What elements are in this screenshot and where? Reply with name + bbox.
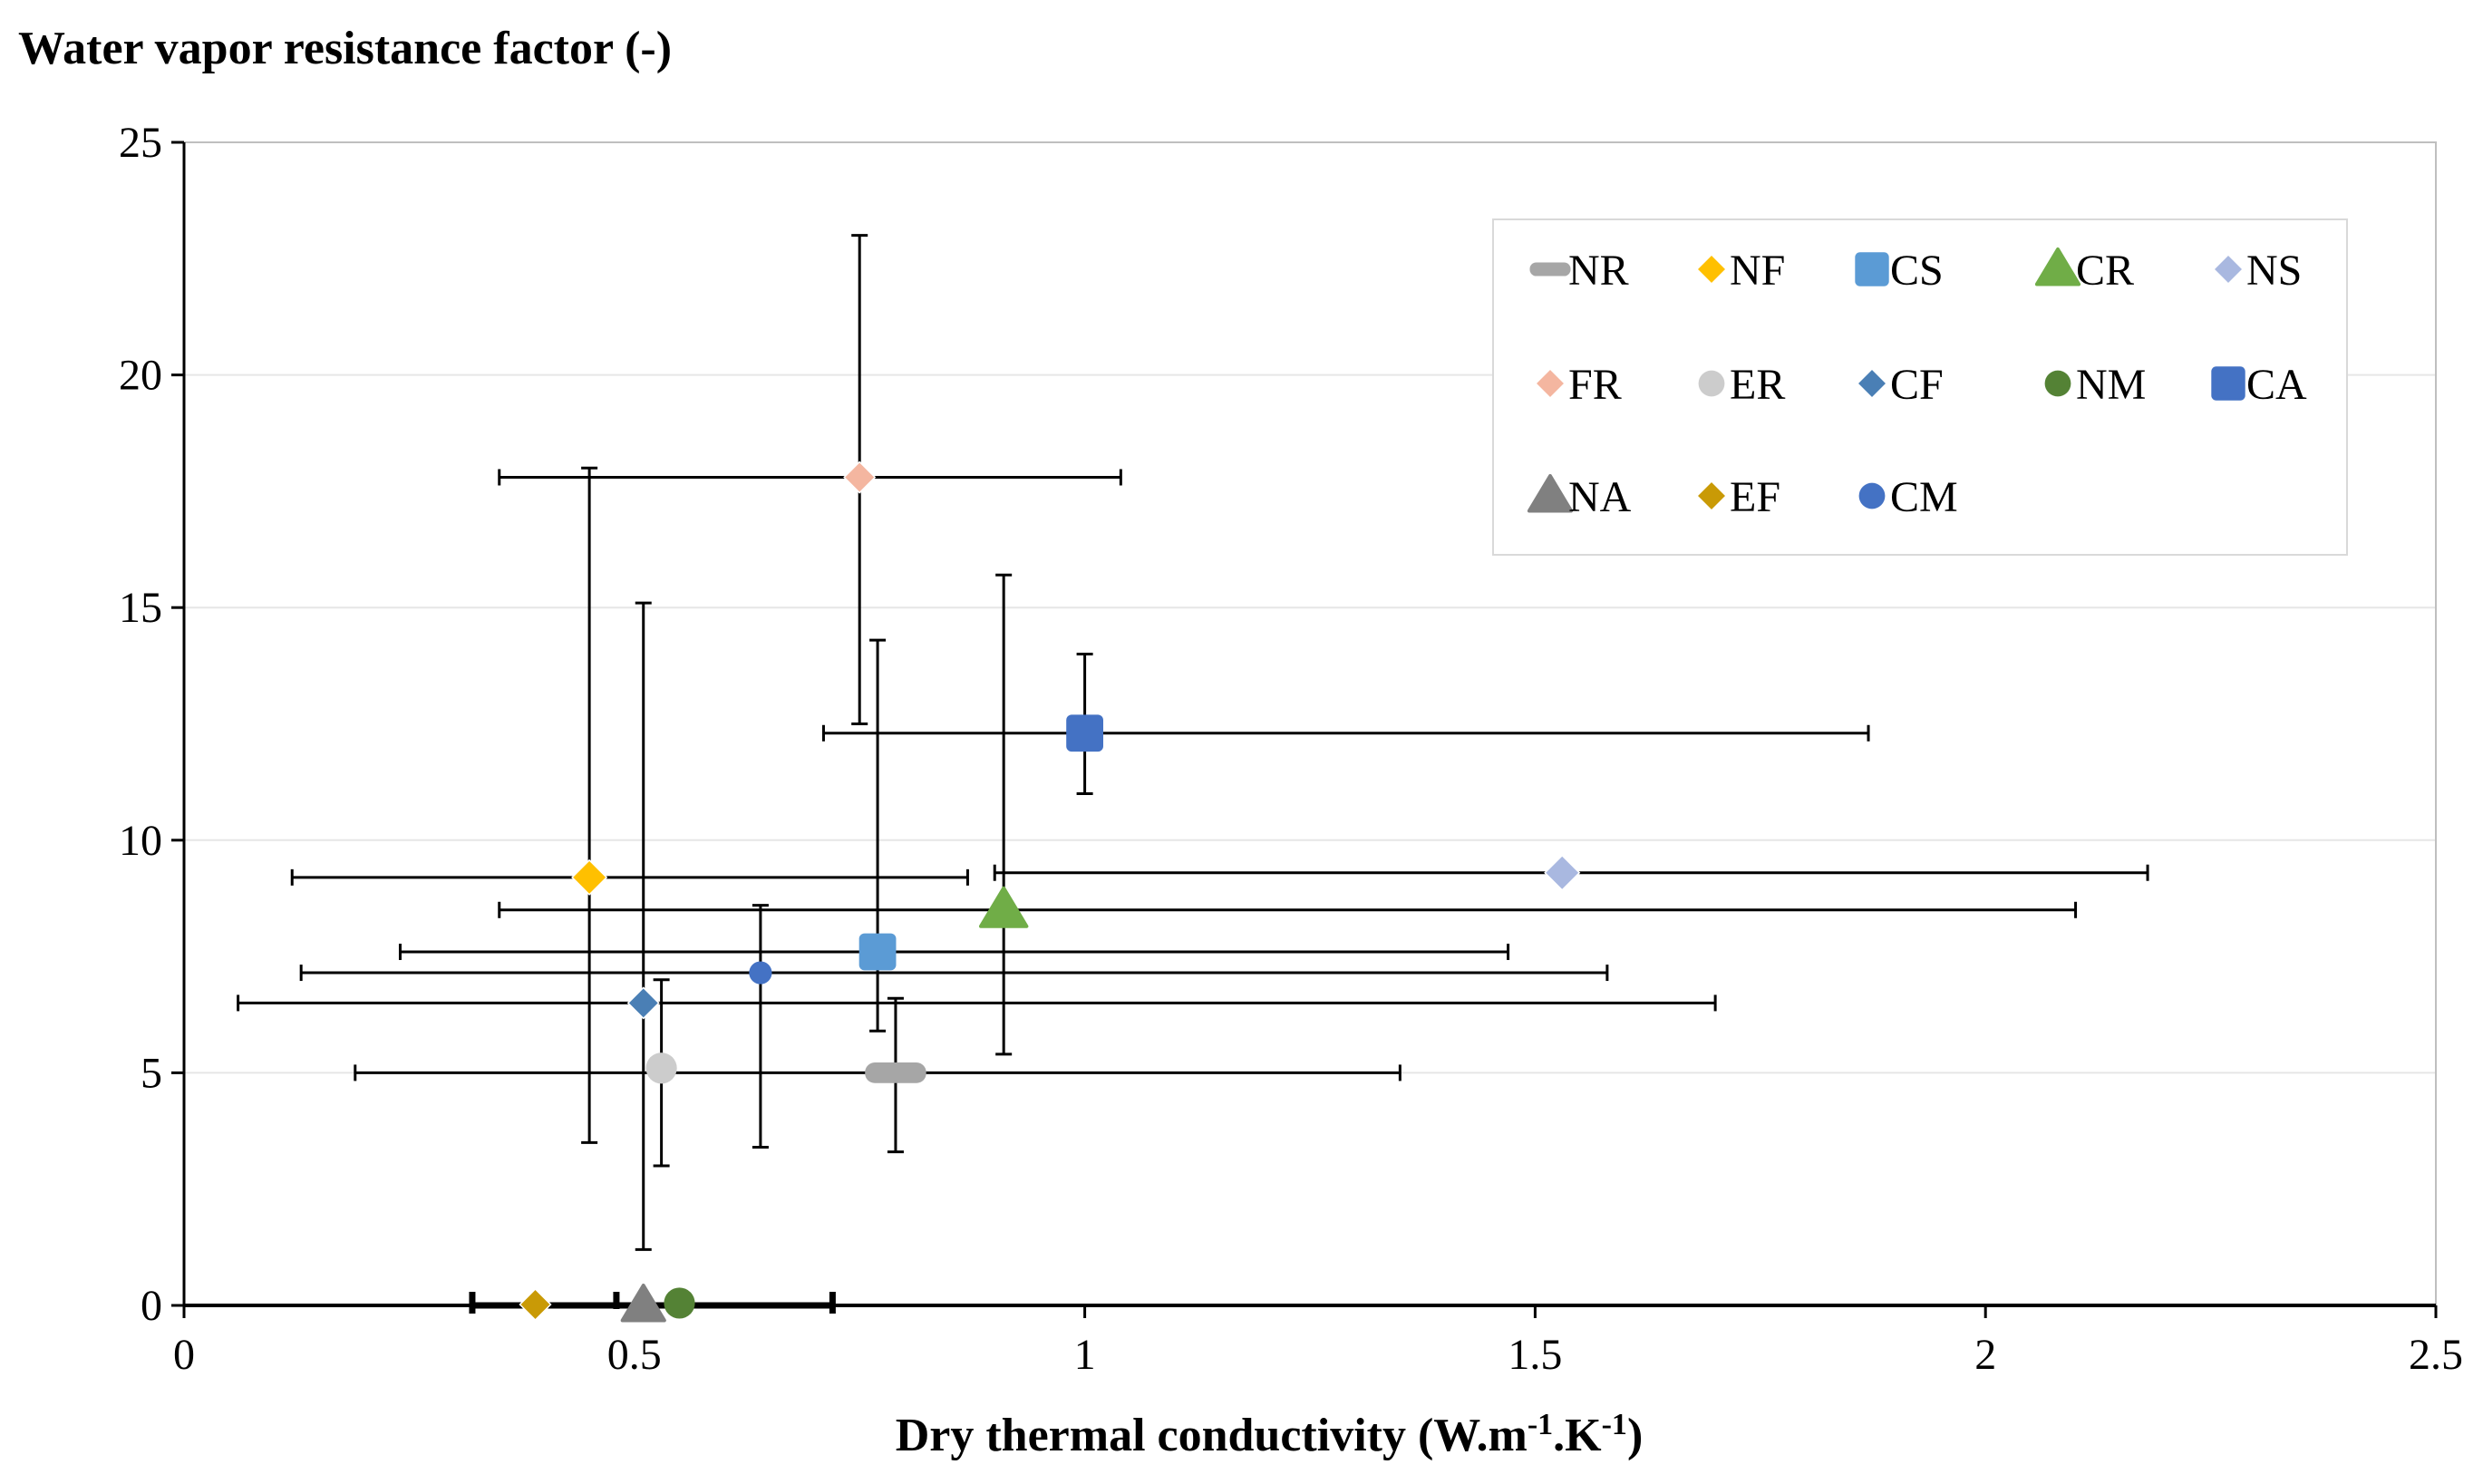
x-tick-label: 2.5 [2409, 1331, 2463, 1379]
point-cr [978, 886, 1029, 928]
point-nr [865, 1062, 926, 1083]
y-axis-title: Water vapor resistance factor (-) [18, 23, 672, 74]
y-tick-label: 5 [141, 1049, 162, 1097]
legend-label: NA [1568, 473, 1632, 521]
legend-item-ca: CA [2211, 361, 2307, 409]
x-tick-label: 1.5 [1508, 1331, 1562, 1379]
legend-item-nf: NF [1695, 247, 1785, 295]
legend-label: CM [1890, 473, 1958, 521]
legend-label: NR [1568, 247, 1629, 295]
point-cf [626, 986, 660, 1020]
point-nm [664, 1287, 695, 1319]
x-tick-label: 1 [1074, 1331, 1096, 1379]
legend-label: EF [1730, 473, 1780, 521]
legend-item-na: NA [1527, 473, 1632, 521]
legend-item-cf: CF [1856, 361, 1944, 409]
x-tick-label: 0 [173, 1331, 195, 1379]
point-ns [1544, 854, 1581, 891]
point-cm [749, 961, 772, 984]
legend-label: NF [1730, 247, 1785, 295]
y-tick-label: 20 [119, 352, 162, 400]
point-er [645, 1052, 677, 1084]
legend-label: NM [2076, 361, 2146, 409]
y-tick-label: 0 [141, 1282, 162, 1330]
x-tick-label: 0.5 [607, 1331, 662, 1379]
legend-item-ef: EF [1695, 473, 1780, 521]
legend-marker-nr [1529, 262, 1571, 276]
legend-box [1492, 218, 2348, 556]
legend-item-cm: CM [1858, 473, 1958, 521]
x-tick-label: 2 [1974, 1331, 1996, 1379]
legend: NR NF CS CR NS FR ER CF NM CA NA EF CM [1492, 218, 2348, 556]
legend-label: CF [1890, 361, 1944, 409]
legend-label: CA [2246, 361, 2307, 409]
legend-marker-ca [2211, 366, 2245, 401]
legend-item-nr: NR [1529, 247, 1629, 295]
legend-item-cr: CR [2034, 247, 2134, 295]
legend-marker-ns [2212, 253, 2245, 286]
legend-marker-cf [1856, 367, 1888, 400]
legend-item-er: ER [1698, 361, 1785, 409]
tick-labels: 0 5 10 15 20 25 0 0.5 1 1.5 2 2.5 [119, 119, 2463, 1379]
legend-label: ER [1730, 361, 1785, 409]
y-tick-label: 10 [119, 817, 162, 865]
legend-item-cs: CS [1855, 247, 1944, 295]
legend-item-fr: FR [1534, 361, 1622, 409]
point-na [620, 1284, 666, 1323]
y-tick-label: 25 [119, 119, 162, 167]
legend-label: CS [1890, 247, 1944, 295]
legend-item-ns: NS [2212, 247, 2302, 295]
legend-label: FR [1568, 361, 1622, 409]
legend-item-nm: NM [2044, 361, 2146, 409]
point-nf [571, 858, 608, 896]
legend-marker-fr [1534, 367, 1566, 400]
x-axis-title: Dry thermal conductivity (W.m-1.K-1) [896, 1408, 1644, 1462]
legend-marker-er [1698, 370, 1725, 397]
point-ca [1066, 714, 1103, 752]
legend-marker-cs [1855, 252, 1889, 286]
legend-marker-nf [1695, 253, 1728, 286]
y-tick-label: 15 [119, 584, 162, 632]
point-fr [843, 461, 877, 494]
legend-marker-cm [1858, 482, 1886, 509]
legend-marker-nm [2044, 370, 2071, 397]
point-ef [519, 1287, 552, 1322]
legend-label: NS [2246, 247, 2302, 295]
data-points [519, 461, 1581, 1323]
legend-marker-na [1527, 474, 1574, 513]
legend-marker-ef [1695, 480, 1728, 512]
legend-label: CR [2076, 247, 2134, 295]
point-cs [858, 933, 897, 971]
legend-marker-cr [2034, 247, 2081, 286]
